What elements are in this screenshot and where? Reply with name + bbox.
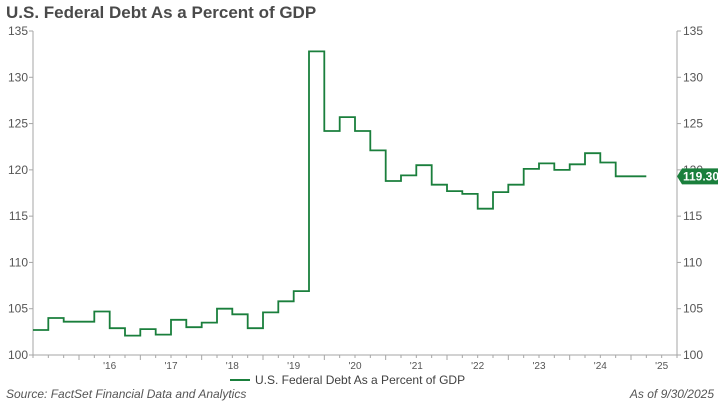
series-line [33, 50, 647, 337]
y-tick-label-right: 115 [683, 209, 702, 223]
data-point [573, 160, 581, 168]
x-tick-label: '20 [348, 361, 361, 372]
data-point [236, 310, 244, 318]
data-point [144, 325, 152, 333]
data-point [527, 165, 535, 173]
source-note: Source: FactSet Financial Data and Analy… [6, 387, 246, 401]
as-of-date: As of 9/30/2025 [629, 387, 714, 401]
data-point [190, 323, 198, 331]
data-point [374, 146, 382, 154]
x-axis: '16 '17 '18 '19 '20 '21 '22 '23 '24 '25 [32, 355, 678, 372]
data-point [558, 166, 566, 174]
data-point [83, 318, 91, 326]
x-tick-label: '23 [532, 361, 545, 372]
x-tick-label: '18 [226, 361, 239, 372]
data-point [420, 161, 428, 169]
y-tick-label-left: 115 [9, 209, 28, 223]
data-point [328, 127, 336, 135]
y-tick-label-left: 125 [8, 117, 28, 131]
y-tick-label-right: 100 [683, 348, 703, 362]
data-point [589, 149, 597, 157]
data-point [481, 205, 489, 213]
data-point [282, 297, 290, 305]
data-point [405, 171, 413, 179]
data-point [37, 326, 45, 334]
data-point [451, 187, 459, 195]
data-point [175, 316, 183, 324]
data-point [113, 324, 121, 332]
data-point [67, 318, 75, 326]
y-axis-left: 100 105 110 115 120 125 130 135 [8, 24, 33, 362]
data-point [159, 331, 167, 339]
x-tick-label: '21 [410, 361, 423, 372]
data-point [359, 127, 367, 135]
y-tick-label-left: 100 [8, 348, 28, 362]
chart-title: U.S. Federal Debt As a Percent of GDP [6, 3, 317, 22]
y-tick-label-right: 130 [683, 70, 703, 84]
data-point [435, 181, 443, 189]
series-layer [33, 47, 647, 340]
last-value-tag-shape [677, 168, 718, 185]
data-point [251, 324, 259, 332]
y-tick-label-left: 135 [8, 24, 28, 38]
x-tick-label: '19 [287, 361, 300, 372]
data-point [543, 159, 551, 167]
data-point [297, 287, 305, 295]
x-tick-label: '16 [103, 361, 116, 372]
data-point [635, 172, 643, 180]
y-tick-label-right: 105 [683, 302, 703, 316]
data-point [497, 188, 505, 196]
data-point [52, 314, 60, 322]
data-point [221, 305, 229, 313]
x-tick-label: '17 [164, 361, 177, 372]
x-tick-label: '25 [655, 361, 668, 372]
data-point [313, 47, 321, 55]
y-tick-label-right: 110 [683, 255, 702, 269]
data-point [343, 113, 351, 121]
data-point [98, 307, 106, 315]
data-point [619, 172, 627, 180]
y-tick-label-right: 135 [683, 24, 703, 38]
y-tick-label-left: 105 [8, 302, 28, 316]
data-point [129, 332, 137, 340]
last-value-tag: 119.30 [677, 168, 719, 185]
y-tick-label-left: 130 [8, 70, 28, 84]
y-tick-label-left: 120 [8, 163, 28, 177]
data-point [205, 319, 213, 327]
data-point [512, 181, 520, 189]
x-tick-label: '24 [594, 361, 607, 372]
y-tick-label-left: 110 [9, 255, 28, 269]
plot-frame [32, 31, 678, 356]
data-point [604, 158, 612, 166]
last-value-label: 119.30 [683, 169, 719, 183]
y-tick-label-right: 125 [683, 117, 703, 131]
x-tick-label: '22 [471, 361, 484, 372]
data-point [267, 308, 275, 316]
data-point [466, 190, 474, 198]
data-point [389, 177, 397, 185]
legend-label: U.S. Federal Debt As a Percent of GDP [255, 373, 465, 387]
legend: U.S. Federal Debt As a Percent of GDP [230, 373, 465, 387]
